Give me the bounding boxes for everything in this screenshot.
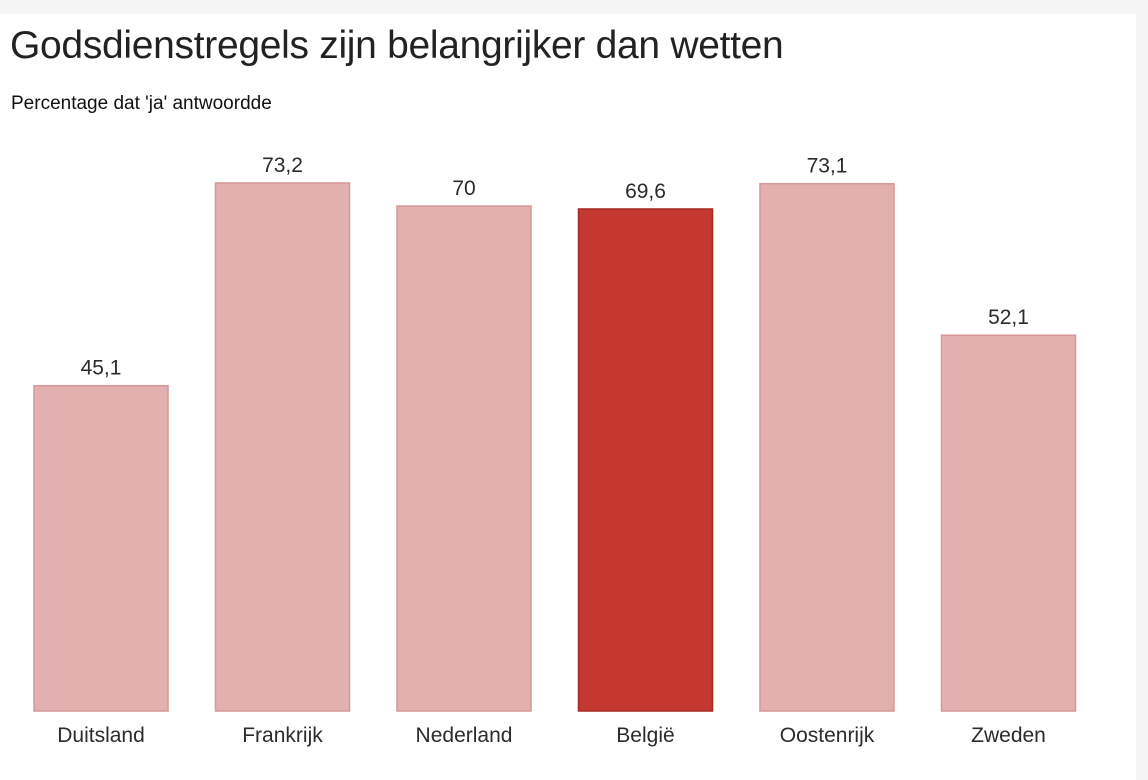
category-label-1: Frankrijk [242, 724, 323, 747]
bar-4 [759, 182, 895, 712]
bar-1 [214, 182, 351, 712]
chart-card: Godsdienstregels zijn belangrijker dan w… [0, 14, 1136, 780]
data-label-3: 69,6 [625, 180, 666, 203]
data-label-2: 70 [452, 177, 475, 200]
bar-3 [577, 208, 714, 712]
bar-5 [940, 334, 1077, 712]
data-label-5: 52,1 [988, 306, 1029, 329]
data-label-4: 73,1 [807, 155, 848, 178]
data-label-0: 45,1 [81, 357, 122, 380]
bar-chart: 45,1 Duitsland 73,2 Frankrijk 70 Nederland 69,… [33, 154, 1077, 747]
category-label-0: Duitsland [57, 724, 145, 747]
category-label-4: Oostenrijk [780, 724, 875, 747]
category-label-5: Zweden [971, 724, 1046, 747]
chart-subtitle: Percentage dat 'ja' antwoordde [11, 93, 272, 114]
bar-2 [396, 205, 532, 712]
data-label-1: 73,2 [262, 154, 303, 177]
bar-0 [33, 384, 169, 712]
category-label-3: België [616, 724, 674, 747]
category-label-2: Nederland [416, 724, 513, 747]
chart-title: Godsdienstregels zijn belangrijker dan w… [10, 24, 784, 67]
